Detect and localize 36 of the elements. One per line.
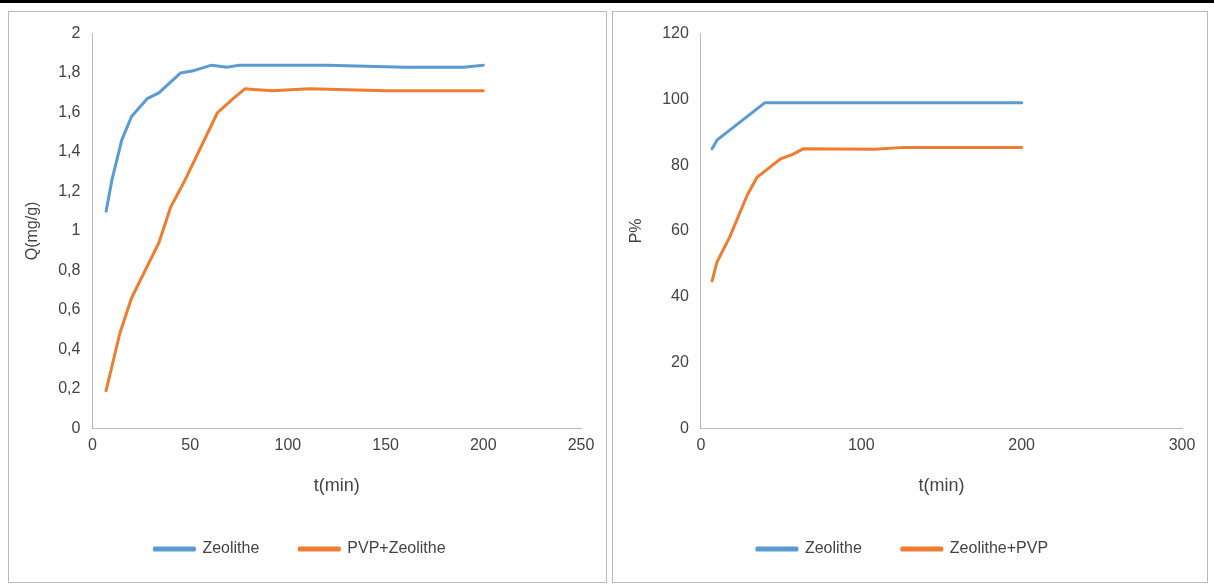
y-tick-label: 0,2 xyxy=(58,379,81,397)
y-tick-label: 0,8 xyxy=(58,260,81,278)
x-tick-label: 100 xyxy=(274,436,302,454)
x-tick-label: 50 xyxy=(181,436,200,454)
y-axis-title: P% xyxy=(627,218,645,244)
x-tick-label: 0 xyxy=(87,436,97,454)
y-tick-label: 40 xyxy=(671,287,689,305)
x-tick-label: 0 xyxy=(696,436,706,454)
y-tick-label: 1,2 xyxy=(58,181,81,199)
x-tick-label: 150 xyxy=(372,436,400,454)
y-tick-label: 1,6 xyxy=(58,102,81,120)
y-tick-label: 100 xyxy=(662,89,689,107)
x-tick-label: 200 xyxy=(469,436,497,454)
y-axis-title: Q(mg/g) xyxy=(23,201,41,261)
y-tick-label: 1,4 xyxy=(58,142,81,160)
x-tick-label: 300 xyxy=(1168,436,1196,454)
legend-label: Zeolithe xyxy=(202,539,260,557)
y-tick-label: 2 xyxy=(71,24,81,42)
x-tick-label: 100 xyxy=(847,436,875,454)
y-tick-label: 0 xyxy=(679,418,689,436)
x-tick-label: 200 xyxy=(1008,436,1036,454)
x-axis-title: t(min) xyxy=(313,475,360,496)
y-tick-label: 120 xyxy=(662,24,689,42)
y-tick-label: 0,4 xyxy=(58,339,81,357)
legend-label: Zeolithe xyxy=(804,539,862,557)
legend-label: PVP+Zeolithe xyxy=(347,539,446,557)
x-axis-title: t(min) xyxy=(918,475,965,496)
y-tick-label: 20 xyxy=(671,352,689,370)
legend-label: Zeolithe+PVP xyxy=(949,539,1049,557)
y-tick-label: 60 xyxy=(671,221,689,239)
x-tick-label: 250 xyxy=(567,436,595,454)
y-tick-label: 0 xyxy=(71,418,81,436)
y-tick-label: 0,6 xyxy=(58,300,81,318)
y-tick-label: 80 xyxy=(671,155,689,173)
y-tick-label: 1,8 xyxy=(58,63,81,81)
y-tick-label: 1 xyxy=(71,221,81,239)
